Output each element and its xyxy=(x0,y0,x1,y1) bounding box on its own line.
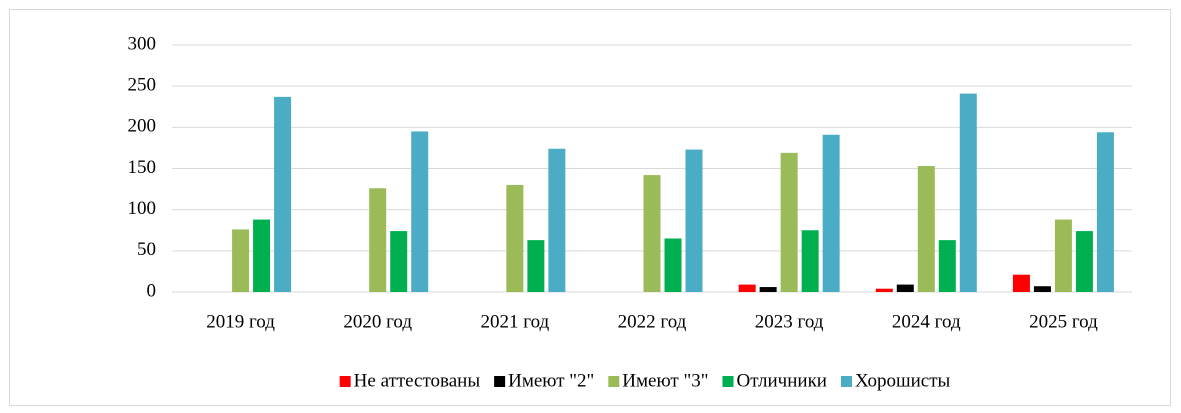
bar xyxy=(938,240,956,292)
bar xyxy=(664,238,682,292)
bar xyxy=(1012,274,1030,292)
bar xyxy=(917,166,935,292)
bar xyxy=(822,134,840,292)
bar xyxy=(759,287,777,292)
chart-frame xyxy=(9,9,1171,406)
bar xyxy=(780,152,798,292)
bar xyxy=(1054,219,1072,292)
bar xyxy=(1096,132,1114,292)
bar xyxy=(801,230,819,292)
bar xyxy=(1075,231,1093,292)
bar xyxy=(506,184,524,292)
bar xyxy=(411,131,429,292)
legend-label: Хорошисты xyxy=(855,370,951,391)
bar xyxy=(369,188,387,292)
bar xyxy=(896,284,914,292)
y-tick-label: 250 xyxy=(128,75,157,96)
legend-swatch xyxy=(722,376,734,387)
bar xyxy=(1033,286,1051,292)
bar xyxy=(875,288,893,292)
y-tick-label: 200 xyxy=(128,116,157,137)
bar xyxy=(959,93,977,293)
legend-label: Отличники xyxy=(736,370,827,391)
bar xyxy=(527,240,545,292)
bar xyxy=(548,148,566,292)
x-tick-label: 2022 год xyxy=(618,311,687,332)
x-tick-label: 2023 год xyxy=(755,311,824,332)
legend-swatch xyxy=(608,376,620,387)
x-tick-label: 2019 год xyxy=(206,311,275,332)
bar xyxy=(738,284,756,292)
y-tick-label: 100 xyxy=(128,198,157,219)
bar xyxy=(390,231,408,292)
bar xyxy=(253,219,271,292)
legend-swatch xyxy=(840,376,852,387)
y-tick-label: 300 xyxy=(128,33,157,54)
legend-swatch xyxy=(494,376,506,387)
bar xyxy=(232,229,250,292)
x-tick-label: 2021 год xyxy=(481,311,550,332)
y-tick-label: 150 xyxy=(128,157,157,178)
legend-swatch xyxy=(339,376,351,387)
bar xyxy=(274,96,292,293)
legend-label: Имеют "2" xyxy=(508,370,594,391)
x-tick-label: 2024 год xyxy=(892,311,961,332)
x-tick-label: 2025 год xyxy=(1029,311,1098,332)
y-tick-label: 50 xyxy=(137,239,156,260)
bar xyxy=(685,149,703,292)
y-tick-label: 0 xyxy=(147,280,157,301)
bar xyxy=(643,175,661,292)
legend-label: Имеют "3" xyxy=(622,370,708,391)
x-tick-label: 2020 год xyxy=(343,311,412,332)
legend-label: Не аттестованы xyxy=(354,370,481,391)
